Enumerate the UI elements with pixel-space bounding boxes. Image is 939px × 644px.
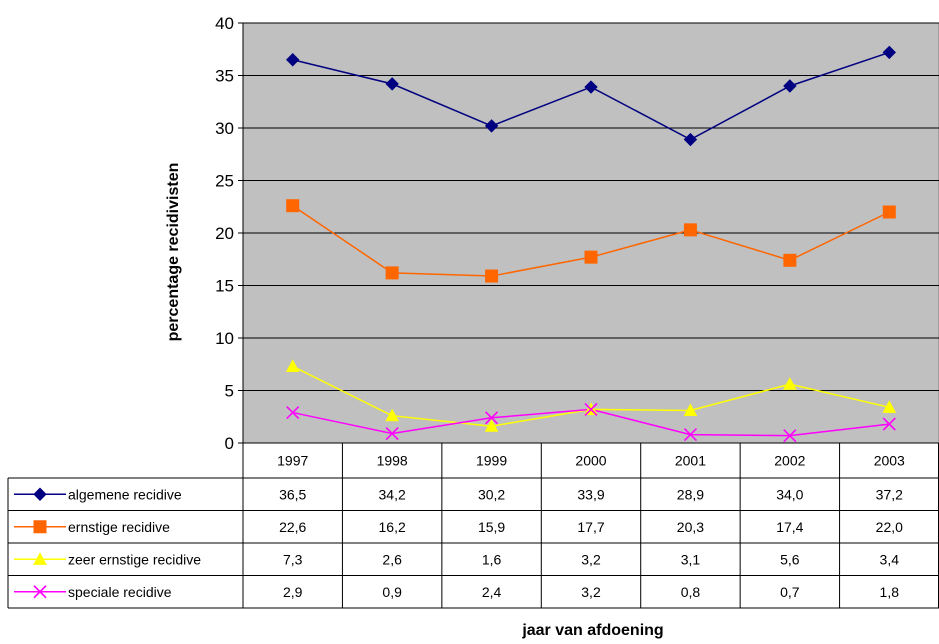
- data-point-series-2: [783, 253, 797, 267]
- data-point-series-2: [584, 250, 598, 264]
- data-label: 15,9: [478, 519, 505, 535]
- y-tick-label: 0: [225, 434, 234, 453]
- data-label: 22,6: [279, 519, 306, 535]
- data-label: 1,6: [482, 551, 502, 567]
- data-label: 20,3: [677, 519, 704, 535]
- data-table: 1997 1998 1999 2000 2001 2002 2003 algemene rec…: [7, 442, 939, 609]
- x-tick-label: 1998: [377, 453, 408, 469]
- data-label: 34,2: [379, 486, 406, 502]
- y-tick-label: 15: [215, 277, 234, 296]
- data-point-series-4: [882, 417, 896, 431]
- data-label: 0,8: [681, 584, 701, 600]
- data-label: 5,6: [780, 551, 800, 567]
- data-label: 2,6: [382, 551, 402, 567]
- data-label: 3,2: [581, 584, 601, 600]
- legend-key-marker: [33, 585, 47, 599]
- y-tick-label: 5: [225, 382, 234, 401]
- x-axis-label: jaar van afdoening: [521, 622, 663, 639]
- data-point-series-2: [683, 223, 697, 237]
- data-point-series-3: [484, 419, 499, 432]
- data-label: 30,2: [478, 486, 505, 502]
- data-label: 17,4: [776, 519, 803, 535]
- data-point-series-4: [286, 405, 300, 420]
- data-label: 16,2: [379, 519, 406, 535]
- y-axis-ticks: 0 5 10 15 20 25 30 35 40: [215, 14, 244, 453]
- data-label: 3,2: [581, 551, 601, 567]
- data-point-series-3: [683, 403, 698, 417]
- data-point-series-1: [683, 132, 698, 147]
- data-label: 2,9: [283, 584, 303, 600]
- y-tick-label: 40: [215, 14, 234, 33]
- y-axis-label: percentage recidivisten: [165, 163, 182, 342]
- legend-entry: algemene recidive: [68, 486, 182, 502]
- data-label: 28,9: [677, 486, 704, 502]
- data-point-series-3: [285, 359, 300, 372]
- data-label: 36,5: [279, 486, 306, 502]
- data-label: 34,0: [776, 486, 803, 502]
- legend-entry: zeer ernstige recidive: [68, 551, 201, 567]
- legend-key-marker: [33, 487, 47, 501]
- data-point-series-1: [484, 119, 499, 133]
- data-label: 33,9: [577, 486, 604, 502]
- y-tick-label: 30: [215, 119, 234, 138]
- legend-key-marker: [33, 520, 47, 534]
- data-point-series-3: [882, 400, 897, 413]
- data-point-series-2: [485, 269, 499, 283]
- data-point-series-3: [783, 377, 797, 390]
- y-tick-label: 20: [215, 224, 234, 243]
- data-point-series-3: [385, 408, 399, 422]
- data-point-series-2: [385, 266, 399, 280]
- x-tick-label: 1999: [476, 453, 507, 469]
- data-point-series-2: [286, 199, 300, 213]
- y-tick-label: 25: [215, 172, 234, 191]
- x-tick-label: 1997: [277, 453, 308, 469]
- data-point-series-4: [385, 426, 399, 441]
- data-point-series-4: [683, 428, 697, 442]
- data-point-series-1: [882, 45, 896, 60]
- data-label: 7,3: [283, 551, 303, 567]
- x-tick-label: 2000: [575, 453, 606, 469]
- x-tick-label: 2001: [675, 453, 706, 469]
- data-label: 1,8: [880, 584, 900, 600]
- data-point-series-1: [385, 77, 399, 91]
- y-tick-label: 10: [215, 329, 234, 348]
- data-point-series-4: [584, 402, 598, 416]
- series-markers: [285, 45, 897, 443]
- data-label: 2,4: [482, 584, 502, 600]
- x-tick-label: 2002: [774, 453, 805, 469]
- data-label: 22,0: [876, 519, 903, 535]
- legend-entry: ernstige recidive: [68, 519, 170, 535]
- data-label: 0,9: [382, 584, 402, 600]
- data-point-series-2: [882, 205, 896, 219]
- x-tick-label: 2003: [874, 453, 905, 469]
- data-label: 17,7: [577, 519, 604, 535]
- data-point-series-1: [584, 80, 598, 94]
- data-label: 0,7: [780, 584, 800, 600]
- legend-entry: speciale recidive: [68, 584, 172, 600]
- y-tick-label: 35: [215, 67, 234, 86]
- data-point-series-4: [485, 411, 499, 425]
- data-point-series-1: [783, 79, 797, 93]
- data-point-series-1: [286, 53, 300, 67]
- data-label: 37,2: [876, 486, 903, 502]
- data-label: 3,4: [880, 551, 900, 567]
- data-label: 3,1: [681, 551, 701, 567]
- legend-key-marker: [33, 552, 47, 565]
- data-point-series-4: [783, 429, 797, 443]
